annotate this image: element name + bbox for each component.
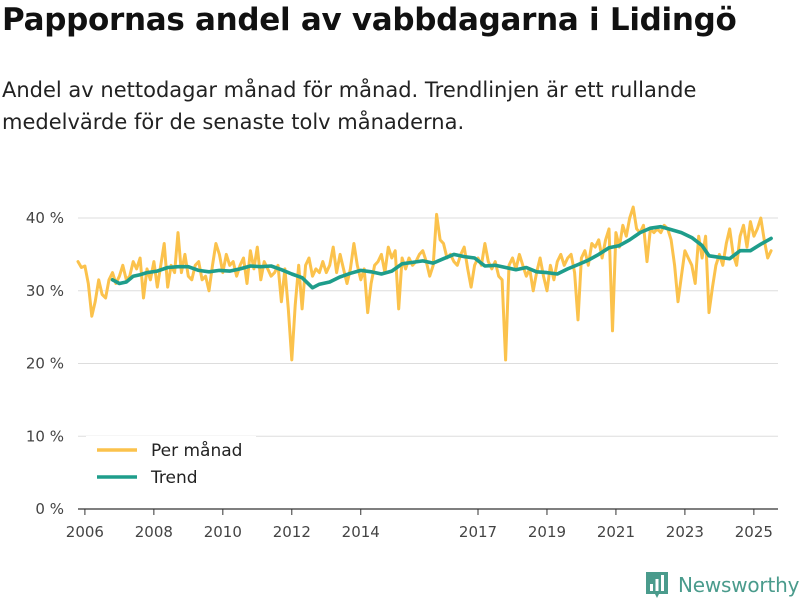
chart-title: Pappornas andel av vabbdagarna i Lidingö	[2, 2, 737, 38]
brand-name: Newsworthy	[678, 573, 800, 597]
series-line-trend	[110, 224, 773, 290]
x-tick-label: 2017	[459, 523, 497, 541]
legend-label: Trend	[150, 468, 198, 488]
x-tick-label: 2008	[135, 523, 173, 541]
series-line-per-manad	[76, 205, 773, 362]
x-tick-label: 2006	[66, 523, 104, 541]
y-tick-label: 0 %	[35, 500, 64, 518]
y-tick-label: 30 %	[26, 282, 64, 300]
x-tick-label: 2014	[342, 523, 380, 541]
chart-subtitle: Andel av nettodagar månad för månad. Tre…	[2, 78, 697, 134]
x-tick-label: 2019	[528, 523, 566, 541]
x-tick-label: 2021	[597, 523, 635, 541]
y-tick-label: 40 %	[26, 209, 64, 227]
x-tick-label: 2025	[735, 523, 773, 541]
x-tick-label: 2012	[273, 523, 311, 541]
x-tick-label: 2023	[666, 523, 704, 541]
y-tick-label: 20 %	[26, 355, 64, 373]
y-tick-label: 10 %	[26, 427, 64, 445]
bar-chart-logo-icon	[646, 572, 668, 598]
x-tick-label: 2010	[204, 523, 242, 541]
legend-background	[86, 436, 256, 492]
legend-label: Per månad	[151, 440, 242, 461]
brand[interactable]: Newsworthy	[644, 568, 799, 602]
